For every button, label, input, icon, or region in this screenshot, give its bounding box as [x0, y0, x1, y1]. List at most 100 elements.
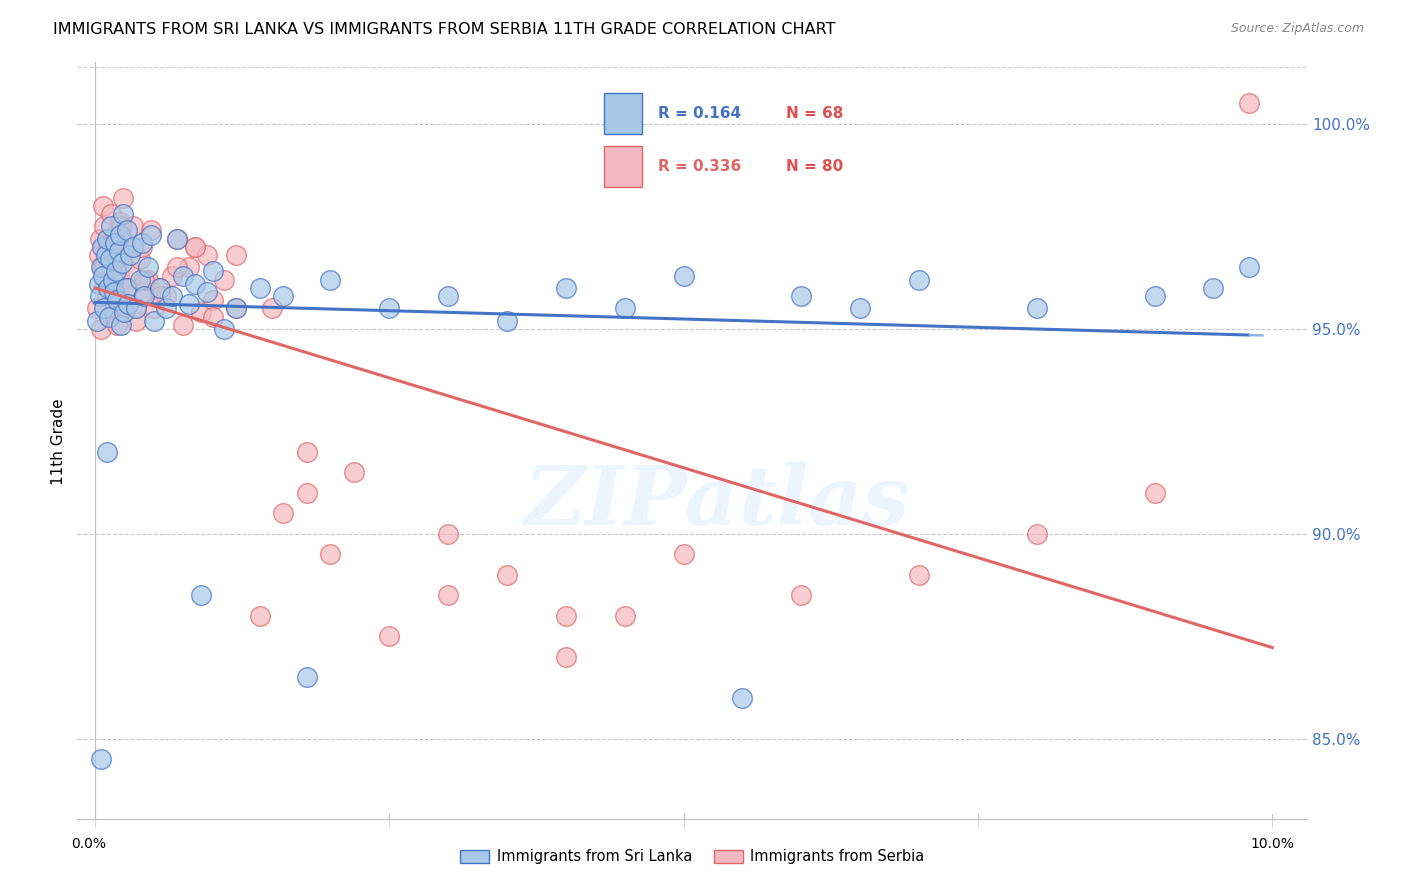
Point — [131, 235, 153, 250]
Point — [908, 273, 931, 287]
Point — [166, 232, 188, 246]
Point — [214, 322, 236, 336]
Point — [790, 289, 813, 303]
Point — [613, 301, 636, 316]
Point — [790, 588, 813, 602]
Point — [201, 293, 224, 307]
Point — [110, 219, 132, 234]
Point — [134, 289, 156, 303]
Point — [93, 301, 115, 316]
Point — [295, 444, 318, 458]
Point — [672, 547, 695, 561]
Point — [100, 207, 122, 221]
Point — [111, 256, 134, 270]
Point — [295, 485, 318, 500]
Point — [91, 260, 114, 275]
Point — [121, 219, 143, 234]
Point — [1025, 526, 1047, 541]
Point — [128, 252, 150, 267]
Point — [1202, 281, 1225, 295]
Point — [86, 313, 108, 327]
Text: ZIPatlas: ZIPatlas — [524, 462, 910, 542]
Point — [125, 301, 148, 316]
Point — [141, 223, 163, 237]
Point — [190, 305, 212, 319]
Point — [672, 268, 695, 283]
Point — [98, 260, 121, 275]
Point — [105, 293, 128, 307]
Point — [117, 297, 139, 311]
Point — [437, 289, 460, 303]
Point — [149, 281, 172, 295]
Point — [554, 649, 576, 664]
Point — [134, 273, 156, 287]
Point — [225, 248, 247, 262]
Point — [105, 248, 128, 262]
Point — [554, 608, 576, 623]
Point — [134, 285, 156, 299]
Point — [184, 240, 207, 254]
Point — [98, 310, 121, 324]
Point — [110, 318, 132, 332]
Point — [166, 232, 188, 246]
Point — [114, 281, 136, 295]
Point — [908, 567, 931, 582]
Point — [128, 273, 150, 287]
Point — [91, 199, 114, 213]
Point — [93, 260, 115, 275]
Point — [160, 268, 183, 283]
Point — [190, 588, 212, 602]
Point — [90, 322, 112, 336]
Point — [172, 268, 194, 283]
Point — [125, 313, 148, 327]
Point — [195, 285, 218, 299]
Point — [496, 567, 519, 582]
Point — [1237, 260, 1260, 275]
Point — [273, 506, 295, 520]
Point — [105, 318, 128, 332]
Point — [115, 235, 138, 250]
Point — [112, 305, 135, 319]
Point — [107, 268, 129, 283]
Point — [142, 313, 165, 327]
Point — [343, 465, 366, 479]
Point — [166, 260, 188, 275]
Point — [89, 289, 111, 303]
Point — [94, 273, 117, 287]
Point — [160, 289, 183, 303]
Point — [105, 264, 128, 278]
Y-axis label: 11th Grade: 11th Grade — [51, 398, 66, 485]
Point — [378, 301, 401, 316]
Point — [112, 207, 135, 221]
Point — [195, 248, 218, 262]
Point — [295, 670, 318, 684]
Point — [91, 268, 114, 283]
Point — [86, 301, 108, 316]
Point — [125, 301, 148, 316]
Point — [249, 608, 271, 623]
Point — [121, 240, 143, 254]
Point — [225, 301, 247, 316]
Point — [273, 289, 295, 303]
Point — [496, 313, 519, 327]
Point — [249, 281, 271, 295]
Point — [117, 297, 139, 311]
Point — [184, 277, 207, 291]
Point — [89, 232, 111, 246]
Point — [104, 235, 127, 250]
Point — [108, 215, 131, 229]
Point — [101, 273, 124, 287]
Text: Source: ZipAtlas.com: Source: ZipAtlas.com — [1230, 22, 1364, 36]
Point — [849, 301, 872, 316]
Legend: Immigrants from Sri Lanka, Immigrants from Serbia: Immigrants from Sri Lanka, Immigrants fr… — [454, 844, 931, 871]
Text: 10.0%: 10.0% — [1250, 837, 1294, 851]
Point — [201, 264, 224, 278]
Point — [172, 318, 194, 332]
Point — [554, 281, 576, 295]
Point — [1143, 289, 1166, 303]
Point — [96, 232, 118, 246]
Point — [101, 281, 124, 295]
Point — [260, 301, 283, 316]
Point — [108, 227, 131, 242]
Point — [96, 289, 118, 303]
